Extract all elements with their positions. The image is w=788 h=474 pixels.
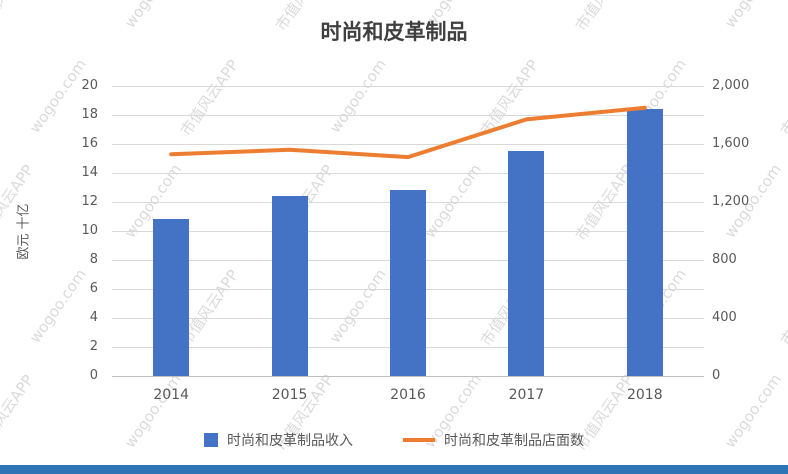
- x-axis-line: [112, 376, 704, 377]
- left-axis-tick: 10: [81, 223, 98, 238]
- left-axis-tick: 18: [81, 107, 98, 122]
- chart-title: 时尚和皮革制品: [320, 20, 468, 44]
- legend-item-stores: 时尚和皮革制品店面数: [403, 430, 584, 450]
- gridline: [112, 144, 704, 145]
- left-axis-title: 欧元 十亿: [16, 203, 32, 260]
- revenue-bar-2017: [508, 151, 545, 376]
- store-count-line: [169, 105, 647, 160]
- watermark-text: wogoo.com: [25, 265, 90, 347]
- legend-item-revenue: 时尚和皮革制品收入: [204, 430, 353, 450]
- x-axis-label: 2017: [508, 387, 545, 403]
- left-axis-tick: 14: [81, 165, 98, 180]
- x-axis-label: 2016: [390, 387, 426, 403]
- right-axis-tick: 400: [712, 310, 737, 325]
- legend-line-swatch: [403, 438, 435, 442]
- left-axis-tick: 4: [89, 310, 98, 325]
- left-axis-tick: 12: [81, 194, 98, 209]
- legend: 时尚和皮革制品收入 时尚和皮革制品店面数: [0, 430, 788, 450]
- plot-area: [112, 86, 704, 377]
- x-axis-label: 2014: [153, 387, 189, 403]
- right-axis-tick: 800: [712, 252, 737, 267]
- revenue-bar-2014: [153, 219, 190, 376]
- watermark-text: 市值风云APP: [776, 266, 788, 350]
- left-axis-tick: 20: [81, 78, 98, 93]
- left-axis-tick: 2: [89, 339, 98, 354]
- gridline: [112, 86, 704, 87]
- revenue-bar-2018: [626, 109, 663, 376]
- left-axis-tick: 6: [89, 281, 98, 296]
- bottom-accent-bar: [0, 465, 788, 474]
- left-axis-tick: 8: [89, 252, 98, 267]
- left-axis-tick: 16: [81, 136, 98, 151]
- legend-bar-swatch: [204, 433, 218, 447]
- line-series: [169, 105, 647, 160]
- gridline: [112, 115, 704, 116]
- revenue-bar-2016: [390, 190, 426, 376]
- x-axis-label: 2015: [271, 387, 308, 403]
- right-axis-tick: 1,600: [712, 136, 750, 151]
- right-axis-tick: 2,000: [712, 78, 750, 93]
- watermark-text: wogoo.com: [25, 55, 90, 137]
- legend-label-stores: 时尚和皮革制品店面数: [444, 433, 584, 449]
- revenue-bar-2015: [271, 196, 308, 376]
- watermark-text: 市值风云APP: [776, 56, 788, 140]
- right-axis-tick: 1,200: [712, 194, 750, 209]
- legend-label-revenue: 时尚和皮革制品收入: [227, 433, 353, 449]
- left-axis-tick: 0: [89, 368, 98, 383]
- right-axis-tick: 0: [712, 368, 721, 383]
- x-axis-label: 2018: [626, 387, 663, 403]
- gridline: [112, 173, 704, 174]
